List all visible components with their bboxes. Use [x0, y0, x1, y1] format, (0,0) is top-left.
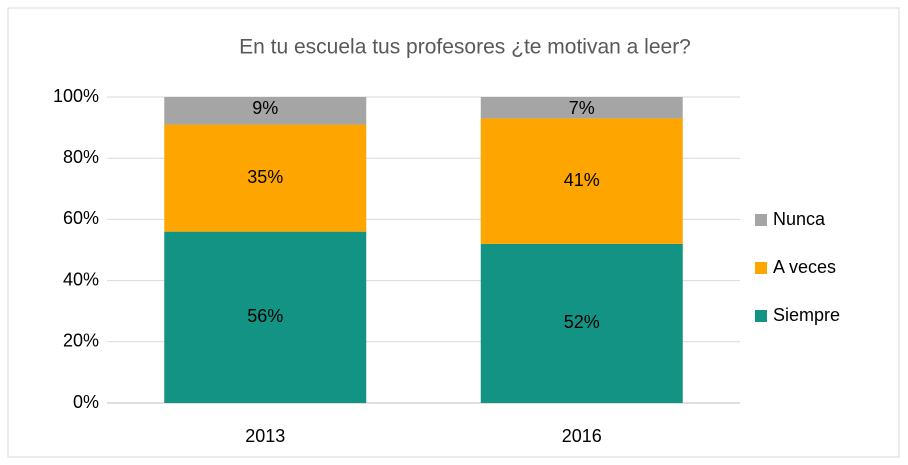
data-label: 35% — [247, 167, 283, 187]
y-tick-label: 100% — [53, 86, 99, 106]
chart-title: En tu escuela tus profesores ¿te motivan… — [239, 36, 691, 59]
legend-swatch — [755, 214, 767, 226]
legend-swatch — [755, 310, 767, 322]
bar-segment — [164, 97, 367, 125]
x-tick-label: 2013 — [245, 426, 285, 446]
data-label: 56% — [247, 306, 283, 326]
y-tick-label: 60% — [63, 208, 99, 228]
data-label: 52% — [564, 312, 600, 332]
data-label: 41% — [564, 170, 600, 190]
bar-segment — [480, 243, 683, 403]
data-label: 9% — [252, 98, 278, 118]
bar-segment — [480, 97, 683, 119]
y-tick-label: 40% — [63, 269, 99, 289]
y-tick-label: 80% — [63, 147, 99, 167]
legend-swatch — [755, 262, 767, 274]
x-tick-label: 2016 — [562, 426, 602, 446]
bar-segment — [164, 124, 367, 232]
legend-label: Nunca — [773, 209, 826, 229]
legend-label: A veces — [773, 257, 836, 277]
legend-label: Siempre — [773, 305, 840, 325]
chart-border — [7, 7, 900, 458]
y-tick-label: 0% — [73, 392, 99, 412]
bar-segment — [480, 118, 683, 244]
y-tick-label: 20% — [63, 331, 99, 351]
bar-segment — [164, 231, 367, 403]
data-label: 7% — [569, 98, 595, 118]
